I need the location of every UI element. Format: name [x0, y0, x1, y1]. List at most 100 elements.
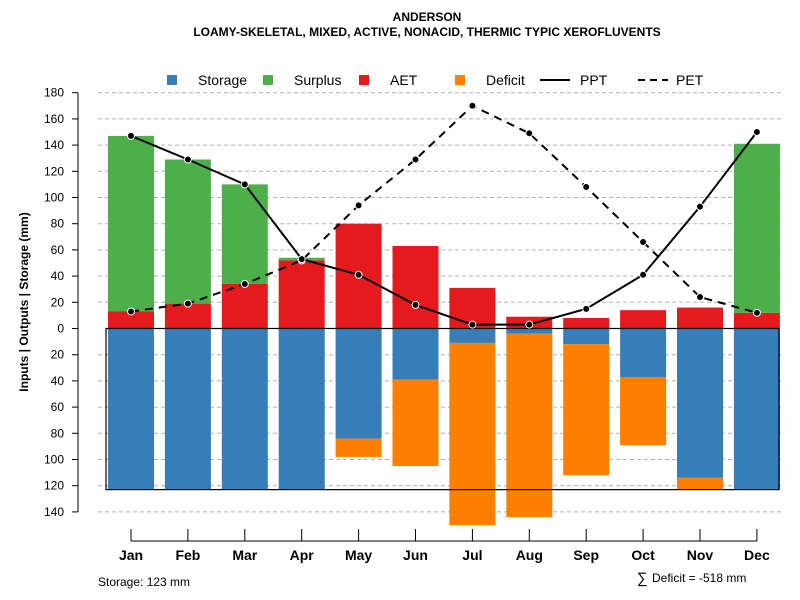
x-tick-label: Feb: [175, 547, 200, 563]
pet-line-point: [752, 308, 761, 317]
aet-bar: [677, 307, 723, 329]
y-axis-label: Inputs | Outputs | Storage (mm): [17, 212, 31, 391]
deficit-bar: [506, 333, 553, 518]
y-tick-label: 20: [51, 348, 65, 362]
y-tick-label: 80: [51, 426, 65, 440]
ppt-line-point: [696, 202, 704, 211]
aet-bar: [392, 245, 439, 329]
legend-label: Surplus: [294, 72, 341, 88]
legend-label: Deficit: [486, 72, 525, 88]
y-tick-label: 140: [44, 505, 64, 519]
storage-bar: [164, 328, 211, 490]
ppt-line-point: [582, 304, 591, 313]
storage-bar: [221, 328, 268, 490]
x-tick-label: Jun: [403, 547, 428, 563]
x-tick-label: May: [345, 547, 372, 563]
x-tick-label: Dec: [744, 547, 770, 563]
legend-swatch: [167, 75, 177, 85]
aet-bar: [164, 303, 211, 329]
surplus-bar: [164, 159, 211, 304]
y-tick-label: 60: [51, 243, 65, 257]
y-tick-label: 120: [44, 479, 64, 493]
pet-line-point: [127, 307, 135, 316]
y-tick-label: 160: [44, 112, 64, 126]
chart-subtitle: LOAMY-SKELETAL, MIXED, ACTIVE, NONACID, …: [193, 25, 660, 39]
surplus-bar: [733, 143, 780, 313]
pet-line-point: [411, 155, 420, 164]
storage-capacity-frame: [105, 327, 780, 491]
deficit-footnote: Deficit = -518 mm: [652, 571, 746, 585]
ppt-line-point: [525, 320, 534, 329]
ppt-line-point: [639, 270, 648, 279]
y-tick-label: 60: [51, 400, 65, 414]
ppt-line-point: [354, 270, 363, 279]
x-tick-label: Aug: [516, 547, 543, 563]
y-tick-label: 140: [44, 138, 64, 152]
ppt-line-point: [240, 180, 249, 189]
storage-bar: [506, 328, 553, 334]
gridlines: [98, 92, 783, 513]
x-tick-label: Apr: [290, 547, 315, 563]
legend-label: PET: [676, 72, 704, 88]
surplus-bar: [108, 135, 154, 312]
x-tick-label: Nov: [687, 547, 714, 563]
storage-bar: [449, 328, 496, 343]
ppt-line-point: [468, 320, 477, 329]
y-tick-label: 40: [51, 269, 65, 283]
aet-bar: [620, 310, 667, 329]
pet-line-point: [639, 238, 648, 247]
legend-swatch: [263, 75, 273, 85]
pet-line-point: [696, 293, 704, 302]
legend-label: PPT: [580, 72, 608, 88]
deficit-bar: [620, 376, 667, 446]
aet-bar: [563, 318, 610, 329]
legend-swatch: [359, 75, 369, 85]
ppt-line: [130, 131, 758, 326]
storage-bar: [392, 328, 439, 380]
x-tick-label: Sep: [573, 547, 599, 563]
pet-line-point: [468, 101, 477, 110]
deficit-symbol: ∑: [637, 570, 648, 587]
y-tick-label: 80: [51, 217, 65, 231]
deficit-bar: [449, 342, 496, 525]
lines: [127, 101, 761, 329]
y-tick-label: 20: [51, 295, 65, 309]
deficit-bar: [677, 477, 723, 490]
x-tick-label: Mar: [232, 547, 257, 563]
pet-line-point: [183, 299, 192, 308]
storage-bar: [733, 328, 780, 490]
y-axis: 180 160 140 120 100 80 60 40 20 0 20 40 60 80 100 120 14…: [44, 86, 79, 519]
aet-bar: [733, 312, 780, 329]
chart-title: ANDERSON: [393, 10, 462, 24]
deficit-bar: [335, 438, 382, 457]
y-tick-label: 180: [44, 86, 64, 100]
y-tick-label: 40: [51, 374, 65, 388]
ppt-line-point: [297, 255, 306, 264]
pet-line-point: [582, 183, 591, 192]
pet-line-point: [354, 201, 363, 210]
pet-line: [130, 104, 758, 314]
storage-footnote: Storage: 123 mm: [98, 575, 190, 589]
y-tick-label: 0: [57, 322, 64, 336]
x-axis: Jan Feb Mar Apr May Jun Jul Aug Sep Oct Nov Dec: [119, 529, 770, 563]
aet-bar: [108, 311, 154, 329]
surplus-bar: [221, 184, 268, 284]
bars: [108, 135, 780, 525]
ppt-line-point: [127, 131, 135, 140]
storage-bar: [677, 328, 723, 478]
y-tick-label: 100: [44, 191, 64, 205]
ppt-line-point: [183, 155, 192, 164]
deficit-bar: [563, 344, 610, 476]
legend: Storage Surplus AET Deficit PPT PET: [167, 72, 704, 88]
aet-bar: [278, 260, 325, 329]
x-tick-label: Jul: [462, 547, 482, 563]
ppt-line-point: [752, 128, 761, 136]
storage-bar: [335, 328, 382, 439]
y-tick-label: 120: [44, 164, 64, 178]
aet-bar: [221, 283, 268, 329]
x-tick-label: Oct: [631, 547, 655, 563]
legend-label: Storage: [198, 72, 247, 88]
storage-bar: [563, 328, 610, 345]
legend-label: AET: [390, 72, 418, 88]
